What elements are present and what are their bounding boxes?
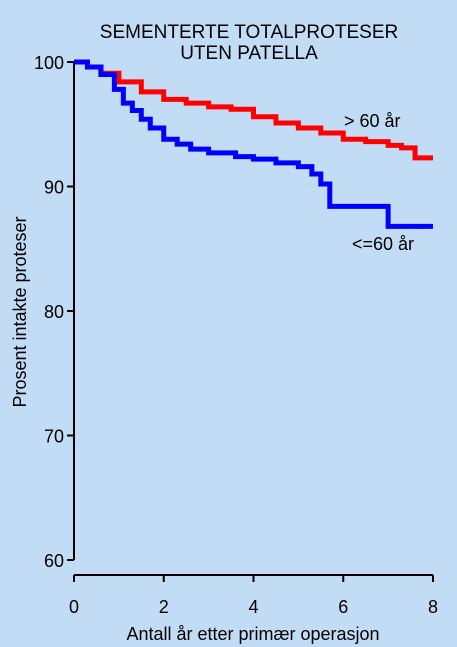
y-tick-label: 100 [34,53,64,73]
series-line-under-60 [74,59,433,229]
y-axis-label: Prosent intakte proteser [10,216,30,407]
x-tick-label: 0 [69,597,79,617]
x-tick-label: 4 [248,597,258,617]
x-tick-label: 2 [159,597,169,617]
series-line-over-60 [74,59,433,161]
y-tick-label: 60 [44,551,64,571]
y-tick-label: 90 [44,178,64,198]
series-label-under-60: <=60 år [352,234,414,254]
y-tick-label: 70 [44,427,64,447]
y-tick-label: 80 [44,302,64,322]
x-axis-label: Antall år etter primær operasjon [126,624,379,644]
axes: 60 70 80 90 100 0 2 4 6 8 [34,53,438,617]
series-label-over-60: > 60 år [344,111,401,131]
chart-title-line-2: UTEN PATELLA [180,43,318,64]
x-tick-label: 6 [338,597,348,617]
x-tick-label: 8 [428,597,438,617]
chart-title-line-1: SEMENTERTE TOTALPROTESER [100,22,398,43]
series-lines [74,59,433,229]
